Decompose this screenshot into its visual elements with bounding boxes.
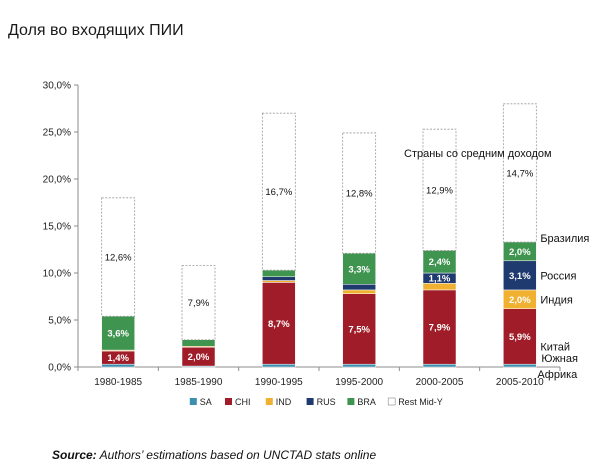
y-tick-label: 0,0% <box>48 363 71 374</box>
bar-segment-chi <box>342 293 376 365</box>
chart-legend: SA CHI IND RUS BRA Rest Mid-Y <box>189 397 443 407</box>
legend-label: SA <box>200 397 212 407</box>
bar-segment-ind <box>342 289 376 294</box>
y-tick-label: 25,0% <box>43 128 71 139</box>
annotation-label: Южная <box>541 353 578 365</box>
bar-segment-sa <box>503 363 537 368</box>
y-tick-label: 30,0% <box>43 81 71 92</box>
bar-segment-sa <box>262 363 296 368</box>
legend-swatch <box>225 398 232 405</box>
bar-segment-rus <box>342 284 376 291</box>
legend-label: BRA <box>357 397 376 407</box>
legend-label: RUS <box>317 397 336 407</box>
bar-segment-rest-mid-y <box>422 128 457 251</box>
data-label: 2,0% <box>509 247 531 258</box>
legend-swatch <box>265 398 273 405</box>
data-label: 3,1% <box>509 271 531 282</box>
legend-label: CHI <box>235 397 251 407</box>
data-label: 3,3% <box>348 264 370 275</box>
y-tick-label: 15,0% <box>43 222 71 233</box>
data-label: 16,7% <box>265 187 292 198</box>
bar-segment-rest-mid-y <box>261 112 296 271</box>
x-tick-label: 2000-2005 <box>416 377 464 388</box>
x-tick-label: 2005-2010 <box>496 377 544 388</box>
x-tick-label: 1995-2000 <box>335 377 383 388</box>
bar-segment-rest-mid-y <box>342 132 377 254</box>
x-tick-label: 1980-1985 <box>94 377 142 388</box>
bar-segment-bra <box>181 339 216 347</box>
annotation-label: Индия <box>540 294 573 306</box>
source-text: Authors’ estimations based on UNCTAD sta… <box>99 448 377 462</box>
data-label: 2,4% <box>429 257 451 268</box>
data-label: 1,4% <box>107 353 129 364</box>
legend-swatch <box>189 398 197 405</box>
bar-segment-sa <box>342 363 376 368</box>
x-tick-label: 1985-1990 <box>175 377 223 388</box>
data-label: 12,9% <box>426 185 453 196</box>
legend-label: Rest Mid-Y <box>398 397 443 407</box>
source-note: Source: Authors’ estimations based on UN… <box>52 448 376 462</box>
data-label: 14,7% <box>506 168 533 179</box>
y-tick-label: 10,0% <box>43 269 71 280</box>
x-tick-label: 1990-1995 <box>255 377 303 388</box>
data-label: 7,9% <box>188 298 210 309</box>
legend-swatch <box>387 397 396 406</box>
data-label: 12,6% <box>105 253 132 264</box>
data-label: 1,1% <box>429 274 451 285</box>
chart-axes: 0,0% 5,0% 10,0% 15,0% 20,0% 25,0% 30,0% 1980-19… <box>43 81 561 388</box>
legend-label: IND <box>276 397 292 407</box>
page-title: Доля во входящих ПИИ <box>8 22 184 39</box>
bar-segment-ind <box>262 280 296 283</box>
bar-segment-sa <box>422 363 457 368</box>
bar-segment-chi <box>262 282 296 365</box>
data-label: 5,9% <box>509 332 531 343</box>
annotation-label: Африка <box>537 369 578 381</box>
data-label: 7,9% <box>429 323 451 334</box>
bar-segment-rest-mid-y <box>101 197 136 317</box>
bar-segment-chi <box>503 308 537 365</box>
legend-swatch <box>347 398 355 405</box>
y-tick-label: 5,0% <box>48 316 71 327</box>
chart-bars: 1,4% 3,6% 12,6% 2,0% 7,9% 8,7% 16,7% 7,5% 3,3% 12… <box>101 103 537 368</box>
y-tick-label: 20,0% <box>43 175 71 186</box>
bar-segment-rest-mid-y <box>502 103 537 243</box>
data-label: 2,0% <box>509 295 531 306</box>
source-label: Source: <box>52 448 97 462</box>
legend-swatch <box>306 398 314 405</box>
chart-annotations: Страны со средним доходом Бразилия Россия И… <box>404 148 589 381</box>
data-label: 3,6% <box>107 329 129 340</box>
data-label: 7,5% <box>348 324 370 335</box>
bar-segment-rus <box>503 260 537 291</box>
bar-segment-sa <box>101 363 135 368</box>
data-label: 2,0% <box>188 352 210 363</box>
bar-segment-rest-mid-y <box>181 265 216 341</box>
bar-segment-rus <box>262 276 296 281</box>
annotation-label: Россия <box>540 270 576 282</box>
annotation-label: Страны со средним доходом <box>404 148 552 160</box>
data-label: 8,7% <box>268 319 290 330</box>
annotation-label: Бразилия <box>540 233 589 245</box>
annotation-label: Китай <box>540 341 570 353</box>
data-label: 12,8% <box>346 189 373 200</box>
bar-segment-bra <box>262 269 296 278</box>
